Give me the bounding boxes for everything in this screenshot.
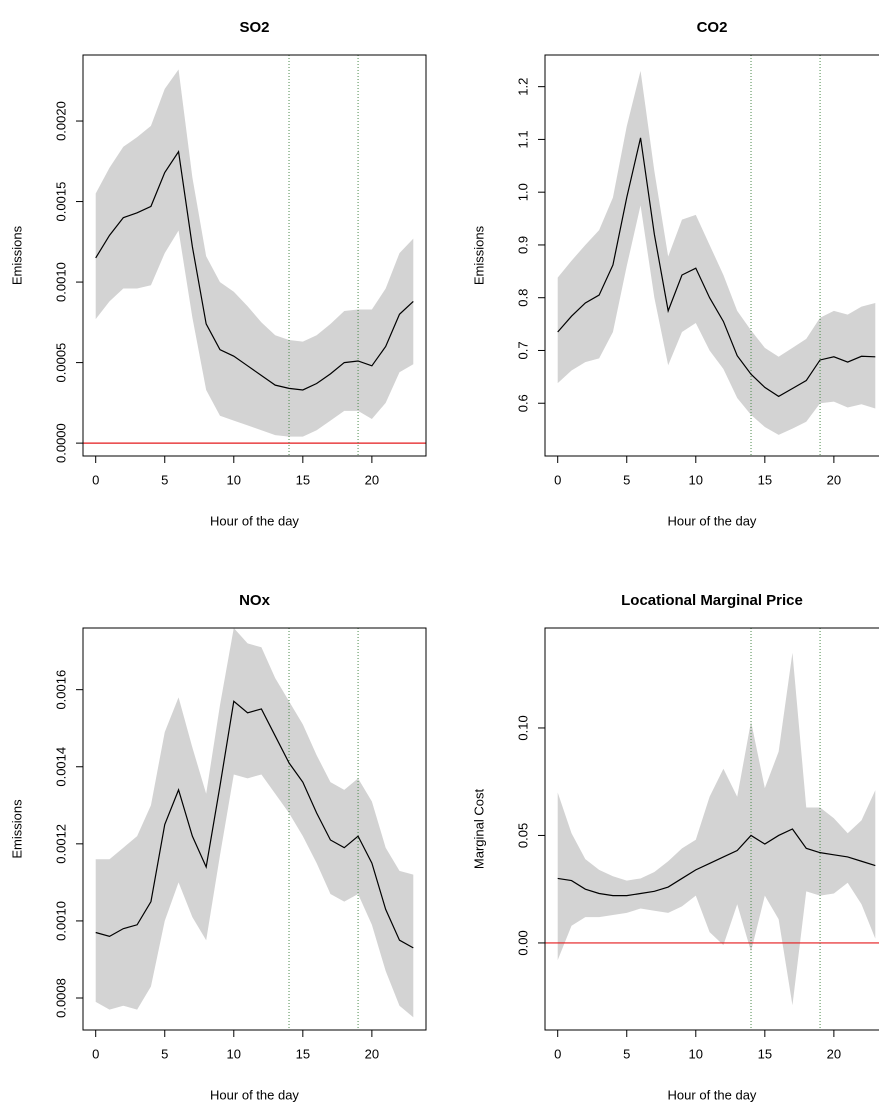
x-tick-label: 15 <box>296 472 310 487</box>
x-axis-label: Hour of the day <box>210 1087 299 1102</box>
x-axis-label: Hour of the day <box>668 513 757 528</box>
x-tick-label: 15 <box>758 1046 772 1061</box>
mean-line <box>95 149 414 391</box>
x-tick-label: 10 <box>227 472 241 487</box>
x-tick-label: 15 <box>758 472 772 487</box>
y-tick-label: 0.6 <box>515 394 530 412</box>
x-tick-label: 20 <box>365 1046 379 1061</box>
y-axis-label: Marginal Cost <box>471 789 486 870</box>
x-tick-label: 15 <box>296 1046 310 1061</box>
y-tick-label: 0.0005 <box>53 343 68 383</box>
x-tick-label: 0 <box>554 472 561 487</box>
y-tick-label: 0.0012 <box>53 824 68 864</box>
y-axis-label: Emissions <box>9 225 24 285</box>
x-tick-label: 0 <box>92 1046 99 1061</box>
mean-line <box>557 828 876 897</box>
x-tick-label: 20 <box>827 1046 841 1061</box>
y-tick-label: 1.0 <box>515 183 530 201</box>
confidence-band <box>95 628 414 1018</box>
chart-title: NOx <box>239 592 271 609</box>
x-axis-label: Hour of the day <box>668 1087 757 1102</box>
chart-title: Locational Marginal Price <box>621 592 803 609</box>
y-tick-label: 0.7 <box>515 341 530 359</box>
x-tick-label: 5 <box>623 472 630 487</box>
y-tick-label: 0.0008 <box>53 978 68 1018</box>
y-tick-label: 0.0020 <box>53 101 68 141</box>
y-tick-label: 0.8 <box>515 289 530 307</box>
y-tick-label: 1.1 <box>515 130 530 148</box>
x-tick-label: 10 <box>227 1046 241 1061</box>
y-tick-label: 0.0010 <box>53 262 68 302</box>
x-tick-label: 0 <box>554 1046 561 1061</box>
y-tick-label: 0.0010 <box>53 901 68 941</box>
y-axis-label: Emissions <box>471 225 486 285</box>
y-tick-label: 0.00 <box>515 930 530 955</box>
chart-title: SO2 <box>239 19 269 36</box>
x-tick-label: 10 <box>689 1046 703 1061</box>
chart-title: CO2 <box>697 19 728 36</box>
y-tick-label: 1.2 <box>515 78 530 96</box>
mean-line <box>557 137 876 398</box>
confidence-band <box>557 70 876 435</box>
x-tick-label: 5 <box>623 1046 630 1061</box>
confidence-band <box>95 69 414 437</box>
x-axis-label: Hour of the day <box>210 513 299 528</box>
x-tick-label: 5 <box>161 472 168 487</box>
x-tick-label: 20 <box>827 472 841 487</box>
confidence-band <box>557 652 876 1006</box>
y-tick-label: 0.0014 <box>53 747 68 787</box>
x-tick-label: 0 <box>92 472 99 487</box>
y-tick-label: 0.0000 <box>53 423 68 463</box>
mean-line <box>95 700 414 949</box>
y-tick-label: 0.9 <box>515 236 530 254</box>
x-tick-label: 10 <box>689 472 703 487</box>
y-tick-label: 0.10 <box>515 715 530 740</box>
y-tick-label: 0.05 <box>515 823 530 848</box>
y-axis-label: Emissions <box>9 799 24 859</box>
y-tick-label: 0.0016 <box>53 670 68 710</box>
x-tick-label: 20 <box>365 472 379 487</box>
x-tick-label: 5 <box>161 1046 168 1061</box>
y-tick-label: 0.0015 <box>53 182 68 222</box>
